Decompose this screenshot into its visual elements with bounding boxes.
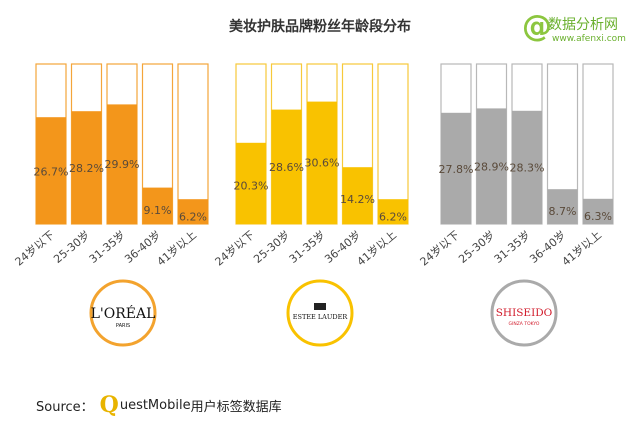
bar bbox=[36, 117, 66, 224]
x-tick-label: 41岁以上 bbox=[154, 228, 199, 269]
x-tick-label: 25-30岁 bbox=[251, 228, 293, 266]
shiseido-logo-sub: GINZA TOKYO bbox=[509, 321, 540, 327]
x-tick-label: 31-35岁 bbox=[86, 228, 128, 266]
data-label: 28.6% bbox=[269, 161, 304, 174]
x-tick-label: 31-35岁 bbox=[491, 228, 533, 266]
data-label: 6.2% bbox=[379, 210, 407, 223]
source-brand-rest: uestMobile bbox=[119, 397, 191, 413]
x-tick-label: 25-30岁 bbox=[51, 228, 93, 266]
data-label: 28.2% bbox=[69, 162, 104, 175]
x-tick-label: 25-30岁 bbox=[456, 228, 498, 266]
data-label: 30.6% bbox=[305, 157, 340, 170]
logo-ring bbox=[286, 279, 354, 347]
bar bbox=[378, 199, 408, 224]
shiseido-logo-text: SHISEIDO bbox=[496, 307, 553, 319]
watermark-url: www.afenxi.com bbox=[552, 34, 626, 44]
bar bbox=[441, 112, 471, 224]
bar bbox=[142, 187, 173, 224]
bar bbox=[236, 142, 266, 224]
bar bbox=[342, 167, 373, 224]
x-tick-label: 24岁以下 bbox=[12, 228, 57, 269]
estee-lauder-logo-text: ESTEE LAUDER bbox=[293, 313, 349, 321]
bar bbox=[547, 189, 578, 224]
bar bbox=[476, 108, 507, 224]
bar bbox=[512, 110, 542, 224]
source-prefix: Source： bbox=[36, 399, 94, 415]
data-label: 26.7% bbox=[34, 165, 69, 178]
data-label: 6.3% bbox=[584, 210, 612, 223]
loreal-logo-sub: PARIS bbox=[116, 323, 130, 329]
watermark: @ 数据分析网 www.afenxi.com bbox=[522, 10, 634, 50]
data-label: 6.2% bbox=[179, 210, 207, 223]
data-label: 20.3% bbox=[234, 179, 269, 192]
x-tick-label: 41岁以上 bbox=[354, 228, 399, 269]
logo-ring bbox=[490, 279, 558, 347]
watermark-name: 数据分析网 bbox=[548, 17, 618, 33]
source-suffix: 用户标签数据库 bbox=[190, 399, 282, 415]
data-label: 14.2% bbox=[340, 193, 375, 206]
bar-frame bbox=[377, 63, 409, 225]
bar bbox=[107, 104, 137, 224]
bar bbox=[178, 199, 208, 224]
watermark-at-icon: @ bbox=[522, 9, 552, 44]
bar bbox=[307, 101, 337, 224]
x-tick-label: 24岁以下 bbox=[212, 228, 257, 269]
x-tick-label: 41岁以上 bbox=[559, 228, 604, 269]
x-tick-label: 31-35岁 bbox=[286, 228, 328, 266]
source-line: Source： Q uestMobile 用户标签数据库 bbox=[36, 392, 282, 418]
data-label: 29.9% bbox=[105, 158, 140, 171]
data-label: 28.3% bbox=[510, 162, 545, 175]
chart-title: 美妆护肤品牌粉丝年龄段分布 bbox=[229, 19, 411, 35]
bar bbox=[271, 109, 302, 224]
data-label: 8.7% bbox=[549, 205, 577, 218]
bar bbox=[583, 198, 613, 224]
estee-lauder-emblem-icon bbox=[314, 303, 326, 310]
loreal-logo-text: L'ORÉAL bbox=[91, 304, 156, 322]
x-tick-label: 24岁以下 bbox=[417, 228, 462, 269]
source-brand-initial: Q bbox=[99, 392, 119, 418]
bar-frame bbox=[177, 63, 209, 225]
data-label: 28.9% bbox=[474, 160, 509, 173]
data-label: 9.1% bbox=[144, 204, 172, 217]
data-label: 27.8% bbox=[439, 163, 474, 176]
logo-ring bbox=[89, 279, 157, 347]
bar bbox=[71, 111, 102, 224]
